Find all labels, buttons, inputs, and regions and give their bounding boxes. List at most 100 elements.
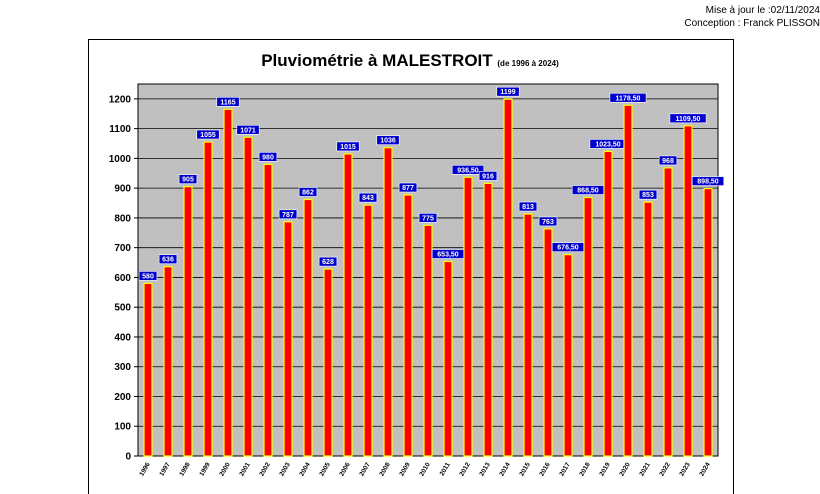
value-label: 843 — [362, 195, 374, 202]
bar-2001 — [243, 136, 253, 457]
bar-2012 — [463, 176, 473, 457]
value-label-box — [236, 124, 260, 135]
value-label-box — [196, 129, 220, 140]
y-tick-label: 300 — [114, 362, 131, 373]
value-label: 1199 — [500, 89, 515, 96]
bar-2018 — [583, 196, 593, 457]
bar-2020 — [623, 104, 633, 457]
bar-2022 — [663, 167, 673, 457]
y-tick-label: 100 — [114, 422, 131, 433]
value-label-box — [518, 201, 538, 212]
y-tick-label: 1200 — [109, 94, 132, 105]
bar-2024 — [703, 188, 713, 457]
x-tick-label: 2001 — [238, 461, 251, 477]
value-label: 653,50 — [437, 252, 459, 259]
bar-2016 — [543, 228, 553, 457]
bar-2019 — [603, 150, 613, 457]
value-label-box — [538, 216, 558, 227]
value-label-box — [258, 152, 278, 162]
value-label: 862 — [302, 189, 314, 196]
y-tick-label: 0 — [125, 452, 131, 463]
value-label-box — [358, 192, 378, 203]
y-tick-label: 1000 — [109, 154, 132, 165]
y-tick-label: 200 — [114, 392, 131, 403]
value-label: 1178,50 — [616, 95, 641, 102]
value-label: 628 — [322, 259, 334, 266]
value-label: 636 — [162, 257, 174, 264]
value-label-box — [398, 182, 418, 193]
bar-2011 — [443, 260, 453, 457]
x-tick-label: 2002 — [258, 461, 271, 477]
update-date: Mise à jour le :02/11/2024 — [705, 5, 820, 16]
value-label-box — [658, 155, 678, 166]
value-label-box — [496, 86, 520, 97]
y-tick-label: 900 — [114, 184, 131, 195]
bar-2000 — [223, 108, 233, 457]
bar-2002 — [263, 163, 273, 457]
header-meta: Mise à jour le :02/11/2024 Conception : … — [684, 4, 820, 30]
value-label: 1109,50 — [676, 116, 701, 123]
value-label: 877 — [402, 185, 414, 192]
x-tick-label: 1998 — [178, 461, 191, 477]
bar-2017 — [563, 254, 573, 457]
value-label: 813 — [522, 204, 534, 211]
bar-2008 — [383, 147, 393, 457]
x-tick-label: 2017 — [558, 461, 571, 477]
value-label-box — [451, 164, 485, 175]
value-label: 980 — [262, 154, 274, 161]
x-tick-label: 2007 — [358, 461, 371, 477]
x-tick-label: 2014 — [498, 461, 511, 477]
x-tick-label: 2008 — [378, 461, 391, 477]
value-label: 787 — [282, 212, 294, 219]
x-tick-label: 2011 — [439, 461, 452, 477]
value-label-box — [609, 92, 647, 103]
value-label: 1023,50 — [595, 141, 620, 148]
x-tick-label: 2024 — [698, 461, 711, 477]
x-tick-label: 2010 — [418, 461, 431, 477]
x-tick-label: 1999 — [198, 461, 211, 477]
x-tick-label: 2021 — [638, 461, 651, 477]
x-tick-label: 2015 — [518, 461, 531, 477]
value-label-box — [178, 174, 198, 184]
bar-2006 — [343, 153, 353, 457]
value-label-box — [158, 254, 178, 265]
value-label: 1055 — [200, 132, 216, 139]
x-tick-label: 2005 — [318, 461, 331, 477]
bar-2007 — [363, 204, 373, 457]
value-label-box — [478, 171, 498, 181]
bar-2023 — [683, 125, 693, 457]
y-tick-label: 400 — [114, 332, 131, 343]
bar-1997 — [163, 266, 173, 457]
value-label-box — [376, 135, 400, 145]
value-label: 916 — [482, 173, 494, 180]
value-label: 1165 — [220, 99, 235, 106]
value-label: 936,50 — [457, 167, 479, 174]
x-tick-label: 2006 — [338, 461, 351, 477]
value-label: 853 — [642, 192, 654, 199]
x-tick-label: 2003 — [278, 461, 291, 477]
y-tick-label: 500 — [114, 303, 131, 314]
bar-2003 — [283, 221, 293, 457]
value-label-box — [278, 209, 298, 220]
value-label: 775 — [422, 215, 434, 222]
value-label: 898,50 — [697, 179, 719, 186]
x-tick-label: 2020 — [618, 461, 631, 477]
bar-2004 — [303, 198, 313, 457]
x-tick-label: 2012 — [458, 461, 471, 477]
value-label-box — [691, 176, 725, 186]
x-tick-label: 2009 — [398, 461, 411, 477]
value-label: 676,50 — [557, 245, 579, 252]
x-tick-label: 2023 — [678, 461, 691, 477]
author-credit: Conception : Franck PLISSON — [684, 18, 820, 29]
chart-title-block: Pluviométrie à MALESTROIT (de 1996 à 202… — [0, 51, 820, 71]
value-label-box — [336, 141, 360, 152]
value-label: 1015 — [340, 144, 356, 151]
bar-2013 — [483, 182, 493, 457]
value-label-box — [138, 271, 158, 281]
y-tick-label: 600 — [114, 273, 131, 284]
x-tick-label: 2004 — [298, 461, 311, 477]
y-tick-label: 800 — [114, 213, 131, 224]
x-tick-label: 2019 — [598, 461, 611, 477]
x-tick-label: 1996 — [138, 461, 151, 477]
